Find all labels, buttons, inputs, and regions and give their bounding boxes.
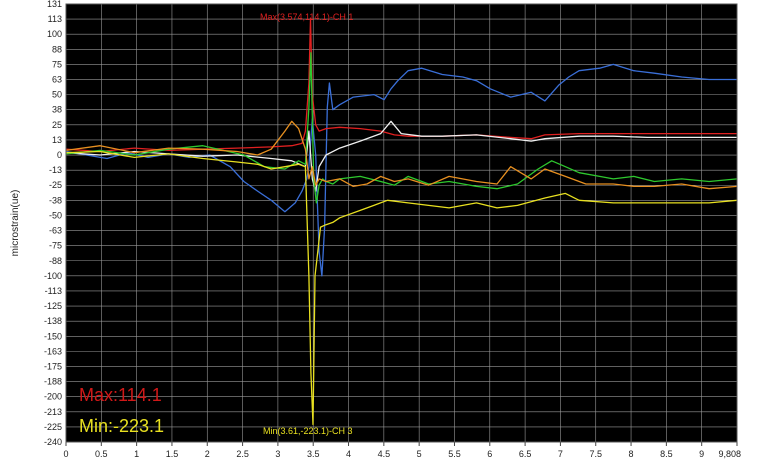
min-point-label: Min(3.61,-223.1)-CH 3	[263, 426, 353, 436]
x-tick-label: 1.5	[166, 449, 179, 459]
y-tick-label: -150	[44, 331, 62, 341]
y-tick-label: 38	[52, 105, 62, 115]
y-axis-ticks: 131 113 100 88 75 63 50 38 25 13 0 -13 -25 -38 -50 -63 -…	[44, 0, 62, 447]
y-tick-label: -38	[49, 195, 62, 205]
max-value-text: Max:114.1	[79, 385, 162, 405]
y-tick-label: -13	[49, 165, 62, 175]
x-tick-label: 7	[558, 449, 563, 459]
series-line-4	[65, 52, 738, 204]
y-tick-label: -50	[49, 210, 62, 220]
y-axis-label: microstrain(ue)	[10, 190, 21, 257]
x-tick-label: 0	[63, 449, 68, 459]
max-point-label: Max(3.574,114.1)-CH 1	[260, 12, 353, 22]
y-tick-label: -88	[49, 256, 62, 266]
x-tick-label: 6	[487, 449, 492, 459]
y-tick-label: 100	[47, 29, 62, 39]
y-tick-label: -200	[44, 392, 62, 402]
x-tick-label: 1	[134, 449, 139, 459]
y-tick-label: -163	[44, 346, 62, 356]
y-tick-label: -138	[44, 316, 62, 326]
x-tick-label: 6.5	[519, 449, 532, 459]
y-tick-label: 0	[57, 150, 62, 160]
y-tick-label: 63	[52, 75, 62, 85]
y-tick-label: -63	[49, 226, 62, 236]
y-tick-label: 75	[52, 59, 62, 69]
y-tick-label: -213	[44, 407, 62, 417]
y-tick-label: -100	[44, 271, 62, 281]
series-line-1	[65, 63, 737, 277]
x-tick-label: 8.5	[660, 449, 673, 459]
x-tick-label: 5.5	[448, 449, 461, 459]
y-tick-label: -113	[45, 286, 62, 296]
y-tick-label: 13	[52, 135, 62, 145]
plot-background	[66, 4, 737, 442]
x-tick-label: 4	[346, 449, 351, 459]
x-tick-label: 7.5	[589, 449, 602, 459]
series-line-2	[65, 17, 737, 153]
x-axis-ticks: 0 0.5 1 1.5 2 2.5 3 3.5 4 4.5 5 5.5 6 6.5 7 7.5 8 8.5 9 9,8…	[63, 442, 741, 459]
y-tick-label: -125	[44, 301, 62, 311]
series-line-6	[65, 150, 738, 426]
series-group	[65, 17, 738, 426]
x-tick-label: 9,808	[718, 449, 741, 459]
x-tick-label: 2	[205, 449, 210, 459]
y-tick-label: -225	[44, 422, 62, 432]
x-tick-label: 4.5	[378, 449, 391, 459]
y-tick-label: 131	[47, 0, 62, 9]
x-tick-label: 3	[275, 449, 280, 459]
y-tick-label: 88	[52, 44, 62, 54]
plot-frame	[65, 3, 738, 443]
x-tick-label: 3.5	[307, 449, 320, 459]
min-value-text: Min:-223.1	[79, 416, 164, 436]
y-tick-label: -175	[44, 361, 62, 371]
x-tick-label: 0.5	[95, 449, 108, 459]
x-tick-label: 9	[699, 449, 704, 459]
y-tick-label: 113	[48, 14, 62, 24]
y-tick-label: -25	[49, 180, 62, 190]
y-tick-label: 25	[52, 120, 62, 130]
y-tick-label: -240	[44, 437, 62, 447]
y-tick-label: -75	[49, 241, 62, 251]
x-tick-label: 2.5	[236, 449, 249, 459]
y-tick-label: 50	[52, 90, 62, 100]
x-tick-label: 5	[417, 449, 422, 459]
series-line-5	[65, 120, 738, 190]
x-tick-label: 8	[629, 449, 634, 459]
series-line-3	[65, 120, 737, 192]
y-tick-label: -188	[44, 377, 62, 387]
